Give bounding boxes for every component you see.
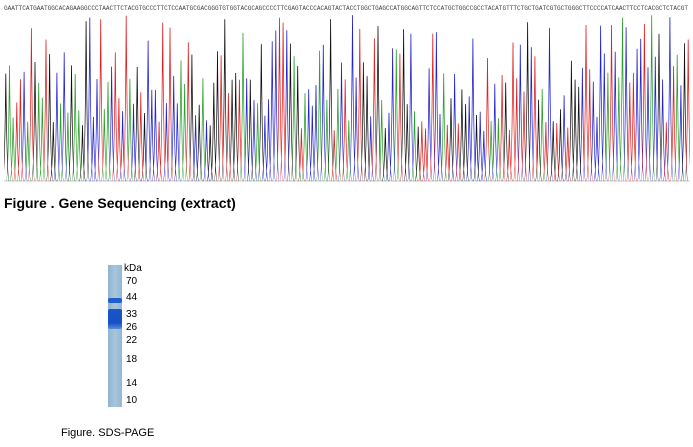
marker-label: 70 bbox=[126, 276, 138, 287]
sds-page-gel-lane bbox=[108, 265, 122, 407]
trace-c bbox=[20, 15, 685, 182]
gel-band-lower bbox=[108, 309, 122, 329]
marker-label: 18 bbox=[126, 354, 138, 365]
marker-label: 26 bbox=[126, 322, 138, 333]
gel-unit-label: kDa bbox=[124, 263, 142, 274]
marker-label: 22 bbox=[126, 335, 138, 346]
sequencing-chromatogram: GAATTCATGAATGGCACAGAAGGCCCTAACTTCTACGTGC… bbox=[4, 5, 690, 182]
sequence-text: GAATTCATGAATGGCACAGAAGGCCCTAACTTCTACGTGC… bbox=[4, 5, 688, 12]
trace-a bbox=[5, 15, 681, 182]
gel-band-upper bbox=[108, 298, 122, 303]
marker-label: 33 bbox=[126, 309, 138, 320]
trace-group bbox=[4, 15, 690, 182]
sequencing-figure-title: Figure . Gene Sequencing (extract) bbox=[4, 195, 236, 211]
sds-page-caption: Figure. SDS-PAGE bbox=[61, 427, 155, 439]
marker-label: 14 bbox=[126, 378, 138, 389]
marker-label: 10 bbox=[126, 395, 138, 406]
trace-t bbox=[13, 15, 690, 182]
marker-label: 44 bbox=[126, 292, 138, 303]
trace-g bbox=[4, 19, 689, 182]
